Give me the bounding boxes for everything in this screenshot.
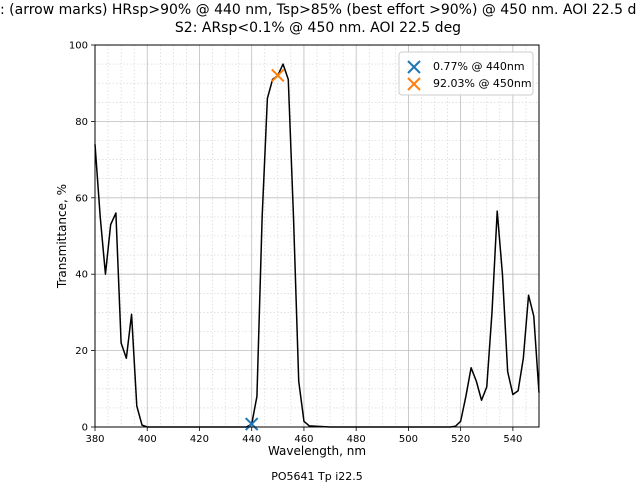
x-axis-label: Wavelength, nm [268,444,366,458]
data-marker-2 [271,68,285,83]
y-tick-label: 0 [82,423,88,434]
y-tick-label: 100 [69,41,88,52]
x-tick-label: 480 [347,434,366,445]
axis-ticks: 380 400 420 440 460 480 500 520 540 0 20 40 60 80 100 [69,41,523,446]
y-tick-label: 80 [75,117,88,128]
legend-marker-2 [407,77,421,91]
grid [94,44,540,428]
legend-marker-1 [407,60,421,74]
x-tick-label: 380 [85,434,104,445]
legend-box [398,51,534,96]
legend-entry-1: 0.77% @ 440nm [433,60,525,73]
x-tick-label: 460 [294,434,313,445]
chart-title-line-2: S2: ARsp<0.1% @ 450 nm. AOI 22.5 deg [175,20,461,36]
x-tick-label: 540 [503,434,522,445]
x-tick-label: 500 [399,434,418,445]
marker-layer [244,68,285,431]
chart-title-line-1: S1: (arrow marks) HRsp>90% @ 440 nm, Tsp… [0,2,636,18]
x-tick-label: 440 [242,434,261,445]
plot-frame [94,44,540,428]
y-tick-label: 60 [75,193,88,204]
chart-caption: PO5641 Tp i22.5 [271,470,363,483]
legend: 0.77% @ 440nm 92.03% @ 450nm [398,51,534,96]
series-layer [94,63,540,428]
x-tick-label: 420 [190,434,209,445]
y-axis-label: Transmittance, % [55,184,69,289]
x-tick-label: 520 [451,434,470,445]
legend-entry-2: 92.03% @ 450nm [433,77,532,90]
data-marker-1 [244,417,259,431]
y-tick-label: 40 [75,270,88,281]
transmittance-line [94,63,540,428]
x-tick-label: 400 [138,434,157,445]
y-tick-label: 20 [75,346,88,357]
